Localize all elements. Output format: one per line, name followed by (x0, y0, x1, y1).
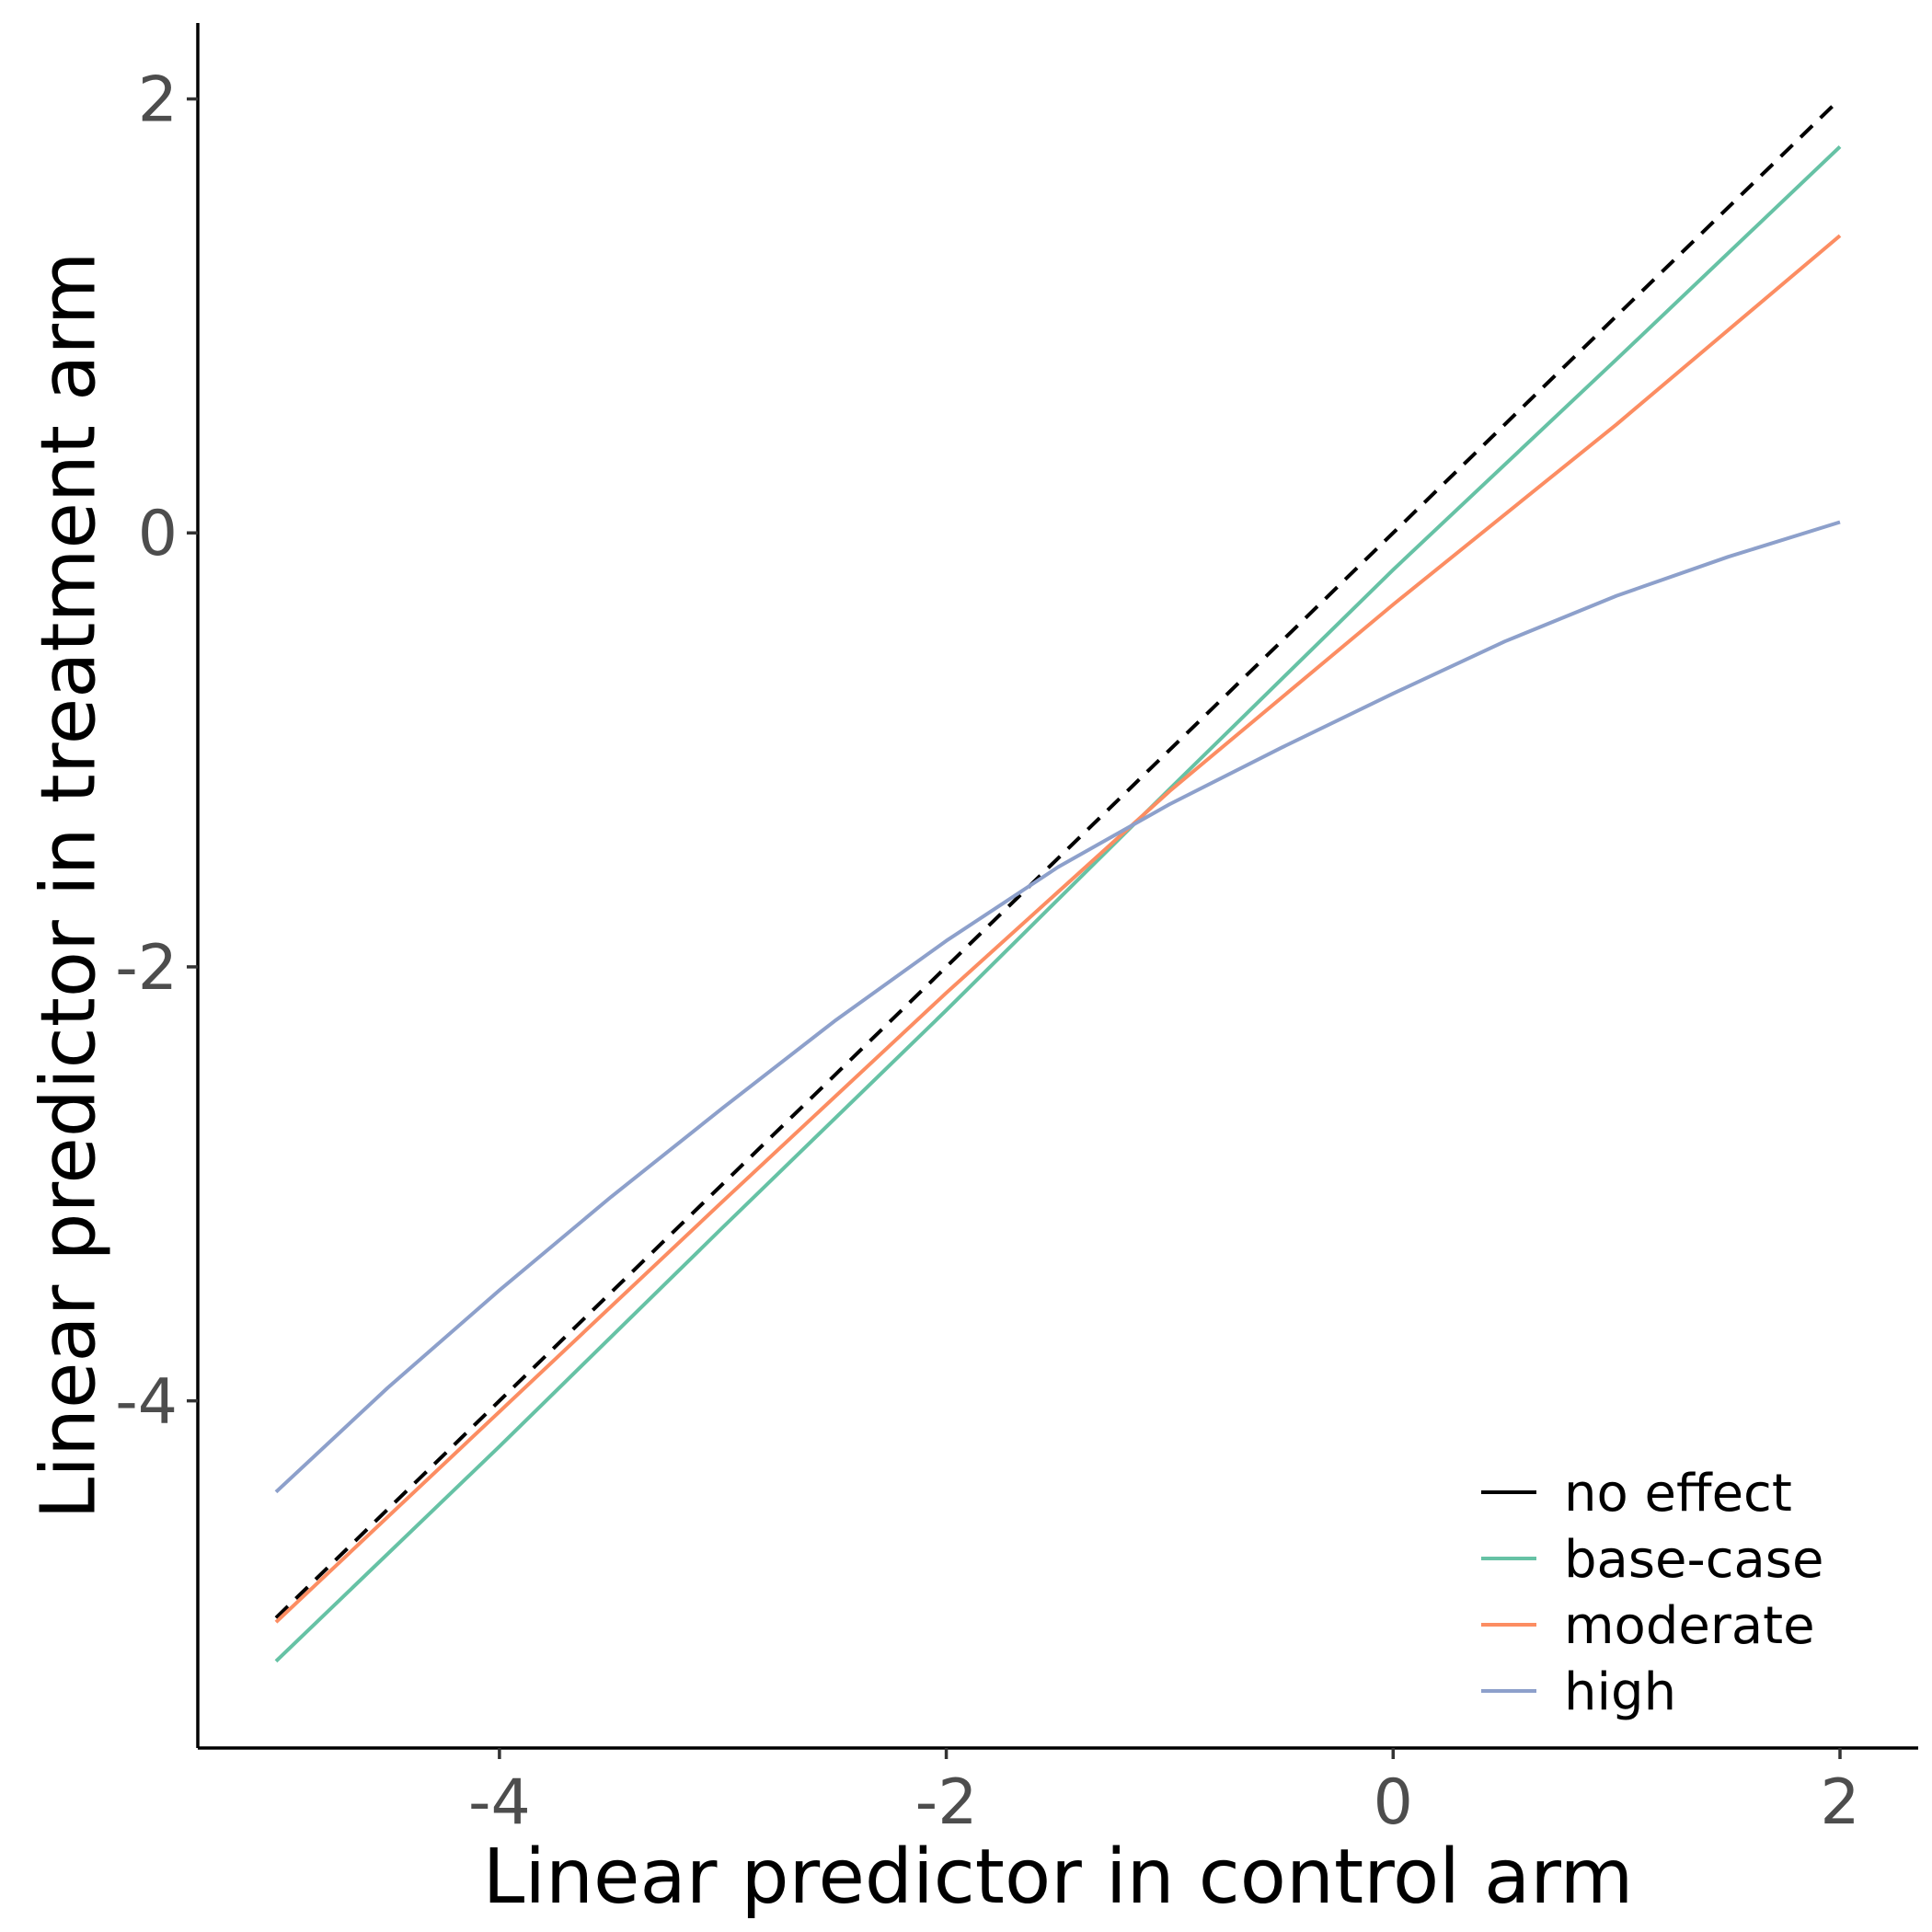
x-tick-label: -4 (468, 1766, 531, 1839)
legend-label: no effect (1564, 1464, 1792, 1524)
series-line-moderate (274, 234, 1842, 1624)
y-tick-label: 0 (138, 498, 178, 570)
x-axis-ticks: -4 -2 0 2 (468, 1748, 1860, 1839)
y-axis-ticks: -4 -2 0 2 (115, 64, 198, 1439)
series-layer (274, 98, 1842, 1663)
legend-label: base-case (1564, 1530, 1823, 1590)
series-line-high (274, 520, 1841, 1494)
y-axis-title: Linear predictor in treatment arm (26, 252, 113, 1520)
y-tick-label: -2 (115, 932, 178, 1005)
legend-label: moderate (1564, 1596, 1815, 1656)
x-tick-label: -2 (915, 1766, 978, 1839)
series-line-base-case (274, 144, 1842, 1663)
x-axis-title: Linear predictor in control arm (483, 1834, 1634, 1921)
y-tick-label: -4 (115, 1366, 178, 1439)
legend-label: high (1564, 1662, 1676, 1722)
x-tick-label: 2 (1820, 1766, 1859, 1839)
y-tick-label: 2 (138, 64, 178, 137)
x-tick-label: 0 (1374, 1766, 1413, 1839)
series-line-no-effect (274, 98, 1842, 1619)
